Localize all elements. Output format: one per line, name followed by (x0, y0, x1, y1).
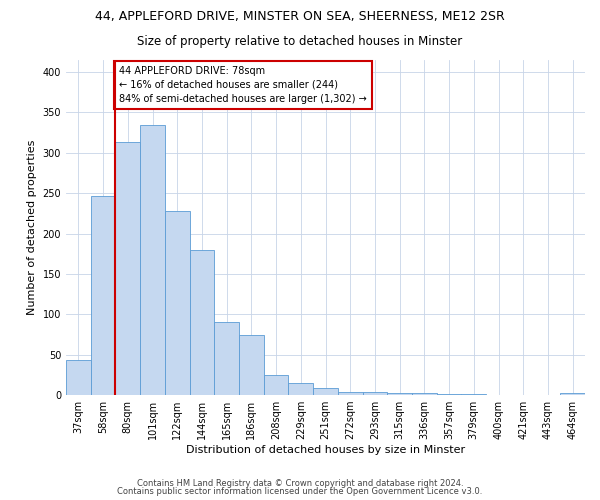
Bar (239, 334, 264, 395)
Text: Contains HM Land Registry data © Crown copyright and database right 2024.: Contains HM Land Registry data © Crown c… (137, 478, 463, 488)
Bar (412, 394, 437, 395)
Bar (437, 394, 461, 395)
X-axis label: Distribution of detached houses by size in Minster: Distribution of detached houses by size … (186, 445, 465, 455)
Bar (115, 142, 140, 395)
Bar (91, 196, 115, 395)
Bar (264, 375, 289, 395)
Bar (461, 394, 486, 395)
Bar (190, 250, 214, 395)
Bar (165, 211, 190, 395)
Bar (338, 392, 362, 395)
Bar (388, 392, 412, 395)
Text: Size of property relative to detached houses in Minster: Size of property relative to detached ho… (137, 35, 463, 48)
Bar (66, 360, 91, 395)
Text: 44 APPLEFORD DRIVE: 78sqm
← 16% of detached houses are smaller (244)
84% of semi: 44 APPLEFORD DRIVE: 78sqm ← 16% of detac… (119, 66, 367, 104)
Text: 44, APPLEFORD DRIVE, MINSTER ON SEA, SHEERNESS, ME12 2SR: 44, APPLEFORD DRIVE, MINSTER ON SEA, SHE… (95, 10, 505, 23)
Bar (140, 124, 165, 395)
Bar (289, 383, 313, 395)
Bar (560, 394, 585, 395)
Text: Contains public sector information licensed under the Open Government Licence v3: Contains public sector information licen… (118, 487, 482, 496)
Bar (362, 392, 388, 395)
Bar (214, 322, 239, 395)
Y-axis label: Number of detached properties: Number of detached properties (27, 140, 37, 315)
Bar (313, 388, 338, 395)
